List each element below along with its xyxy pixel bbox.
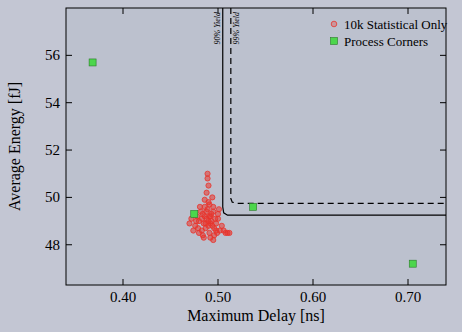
statistical-point <box>206 183 211 188</box>
statistical-point <box>198 209 203 214</box>
statistical-point <box>227 230 232 235</box>
legend: 10k Statistical Only Process Corners <box>331 17 448 49</box>
process-corner-point <box>89 59 96 66</box>
y-tick-label: 54 <box>45 95 61 111</box>
statistical-point <box>211 237 216 242</box>
legend-label: 10k Statistical Only <box>344 17 448 32</box>
x-tick <box>408 279 409 285</box>
chart: 0.40 0.50 0.60 0.70 48 50 52 54 56 Maximum Delay … <box>0 0 462 332</box>
statistical-point <box>196 230 201 235</box>
process-corner-point <box>250 203 257 210</box>
figure-background <box>0 0 462 332</box>
y-tick <box>66 197 72 198</box>
x-tick <box>123 8 124 14</box>
statistical-point <box>204 190 209 195</box>
y-tick <box>66 150 72 151</box>
statistical-point <box>210 195 215 200</box>
yield-label: 99% Yield <box>232 11 241 45</box>
statistical-point <box>201 235 206 240</box>
plot-background <box>66 8 446 285</box>
statistical-point <box>199 216 204 221</box>
x-tick <box>218 279 219 285</box>
y-tick <box>440 102 446 103</box>
legend-marker <box>331 38 338 45</box>
statistical-point <box>211 204 216 209</box>
x-tick <box>408 8 409 14</box>
statistical-point <box>205 176 210 181</box>
y-tick <box>440 197 446 198</box>
statistical-point <box>208 214 213 219</box>
x-tick-label: 0.70 <box>395 289 421 305</box>
statistical-point <box>202 197 207 202</box>
statistical-point <box>207 214 212 219</box>
plot-marks <box>89 8 446 267</box>
plot-frame <box>66 8 446 285</box>
statistical-point <box>214 228 219 233</box>
y-tick <box>440 150 446 151</box>
statistical-point <box>187 221 192 226</box>
y-tick-label: 56 <box>45 47 61 63</box>
yield-label: 90% Yield <box>213 11 222 45</box>
statistical-point <box>204 209 209 214</box>
yield-line <box>231 8 446 203</box>
x-axis-label: Maximum Delay [ns] <box>187 307 325 325</box>
statistical-point <box>191 228 196 233</box>
x-tick-label: 0.60 <box>300 289 326 305</box>
process-corner-point <box>191 210 198 217</box>
statistical-point <box>215 211 220 216</box>
x-tick-label: 0.40 <box>110 289 136 305</box>
y-tick <box>66 55 72 56</box>
statistical-point <box>216 207 221 212</box>
x-tick <box>313 279 314 285</box>
y-axis-label: Average Energy [fJ] <box>6 82 24 211</box>
yield-line <box>223 8 446 215</box>
y-tick <box>66 244 72 245</box>
x-tick-label: 0.50 <box>205 289 231 305</box>
statistical-point <box>203 221 208 226</box>
y-tick-label: 48 <box>45 237 60 253</box>
x-tick <box>313 8 314 14</box>
y-tick <box>66 102 72 103</box>
y-tick-label: 52 <box>45 142 60 158</box>
y-tick <box>440 55 446 56</box>
process-corner-point <box>409 260 416 267</box>
legend-label: Process Corners <box>344 34 428 49</box>
x-tick <box>123 279 124 285</box>
y-tick <box>440 244 446 245</box>
y-tick-label: 50 <box>45 189 60 205</box>
legend-marker <box>331 21 337 27</box>
